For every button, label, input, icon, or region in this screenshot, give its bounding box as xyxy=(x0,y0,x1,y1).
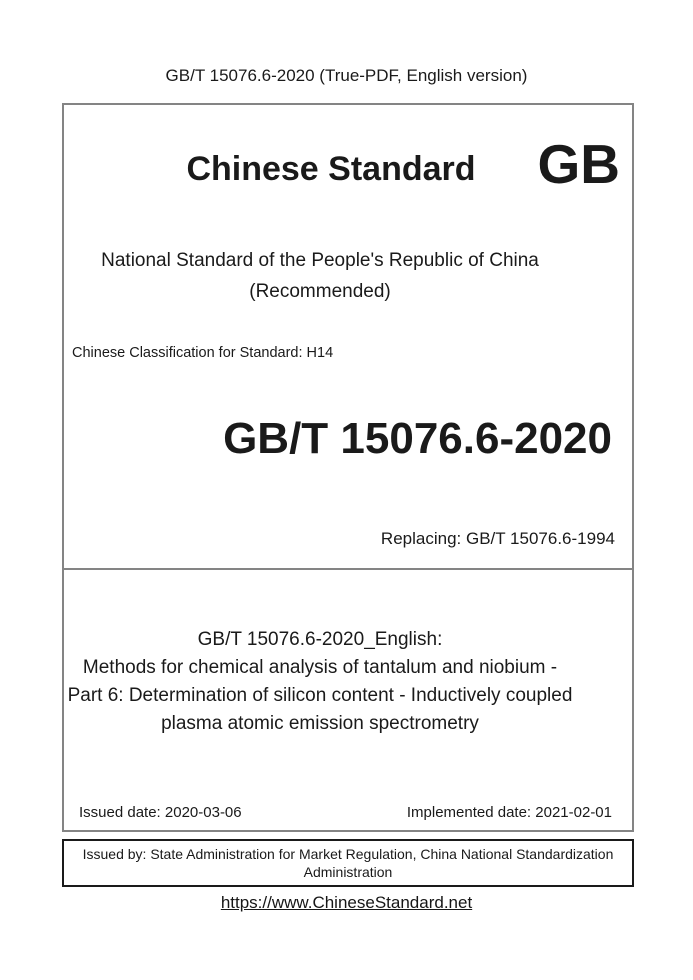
english-title-line-1: GB/T 15076.6-2020_English: xyxy=(197,629,443,650)
gb-logo: GB xyxy=(537,133,621,195)
implemented-date: Implemented date: 2021-02-01 xyxy=(406,804,612,821)
replacing-line: Replacing: GB/T 15076.6-1994 xyxy=(380,529,615,548)
english-title-block: GB/T 15076.6-2020_English: Methods for c… xyxy=(64,626,632,738)
section-divider xyxy=(64,568,632,570)
issuer-box: Issued by: State Administration for Mark… xyxy=(62,839,634,887)
english-title-line-3: Part 6: Determination of silicon content… xyxy=(67,685,573,706)
standard-code-title: GB/T 15076.6-2020 xyxy=(223,414,612,463)
recommended-line: (Recommended) xyxy=(249,281,391,302)
website-link[interactable]: https://www.ChineseStandard.net xyxy=(220,893,473,912)
issued-date: Issued date: 2020-03-06 xyxy=(79,804,242,821)
cover-box: Chinese Standard GB National Standard of… xyxy=(62,103,634,832)
dates-row: Issued date: 2020-03-06 Implemented date… xyxy=(79,804,612,822)
english-title-line-4: plasma atomic emission spectrometry xyxy=(161,713,479,734)
classification-line: Chinese Classification for Standard: H14 xyxy=(72,345,334,361)
issuer-line-2: Administration xyxy=(303,864,393,880)
document-header-title: GB/T 15076.6-2020 (True-PDF, English ver… xyxy=(165,66,528,85)
english-title-line-2: Methods for chemical analysis of tantalu… xyxy=(82,657,558,678)
issuer-line-1: Issued by: State Administration for Mark… xyxy=(82,846,614,862)
brand-title: Chinese Standard xyxy=(186,150,476,188)
national-standard-line: National Standard of the People's Republ… xyxy=(101,250,539,271)
